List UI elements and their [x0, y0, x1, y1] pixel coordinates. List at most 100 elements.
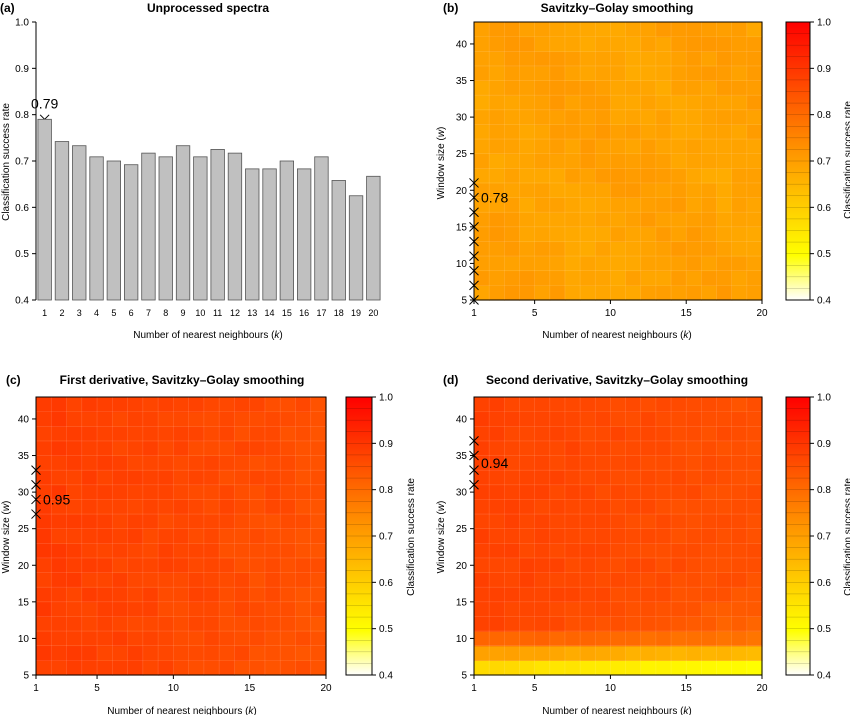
bar-14: [262, 168, 277, 301]
heatmap-cell: [701, 212, 718, 228]
best-marker-d: [469, 436, 479, 446]
heatmap-cell: [489, 455, 505, 471]
heatmap-cell: [534, 226, 551, 243]
y-tick-label-d: 20: [456, 561, 468, 572]
heatmap-cell: [173, 411, 190, 427]
heatmap-cell: [219, 397, 236, 413]
y-tick-label-a: 0.6: [15, 203, 29, 214]
heatmap-cell: [280, 557, 297, 574]
heatmap-cell: [519, 660, 536, 676]
y-tick-label-c: 40: [18, 414, 30, 425]
heatmap-cell: [534, 645, 551, 661]
colorbar-gradient-d: [785, 396, 811, 676]
heatmap-cell: [504, 660, 521, 676]
heatmap-cell: [519, 484, 536, 501]
heatmap-cell: [701, 80, 718, 96]
y-tick-label-c: 25: [18, 524, 30, 535]
heatmap-cell: [310, 455, 327, 471]
heatmap-cell: [264, 514, 281, 530]
heatmap-cell: [746, 470, 763, 486]
heatmap-cell: [671, 616, 687, 632]
heatmap-cell: [142, 616, 159, 632]
heatmap-cell: [671, 226, 687, 243]
heatmap-cell: [595, 484, 612, 501]
heatmap-cell: [716, 543, 733, 559]
heatmap-cell: [264, 631, 281, 647]
heatmap-cell: [519, 440, 536, 457]
colorbar-tick-label-b: 0.4: [817, 296, 831, 307]
heatmap-cell: [142, 601, 159, 618]
heatmap-cell: [97, 514, 113, 530]
heatmap-cell: [625, 80, 642, 96]
heatmap-cell: [234, 514, 251, 530]
heatmap-cell: [549, 36, 566, 52]
heatmap-cell: [671, 455, 687, 471]
heatmap-cell: [731, 440, 748, 457]
heatmap-cell: [746, 36, 763, 52]
heatmap-cell: [36, 557, 52, 574]
heatmap-cell: [112, 528, 129, 544]
heatmap-cell: [112, 455, 129, 471]
x-tick-label-a: 1: [42, 308, 47, 318]
heatmap-cell: [549, 139, 566, 155]
heatmap-cell: [142, 587, 159, 603]
heatmap-cell: [280, 440, 297, 457]
heatmap-cell: [716, 572, 733, 588]
colorbar-tick-label-c: 0.8: [379, 485, 393, 496]
heatmap-cell: [610, 65, 627, 82]
heatmap-cell: [549, 226, 566, 243]
heatmap-cell: [731, 601, 748, 618]
heatmap-cell: [295, 645, 312, 661]
heatmap-cell: [716, 212, 733, 228]
heatmap-cell: [701, 226, 718, 243]
y-tick-label-d: 30: [456, 488, 468, 499]
heatmap-cell: [158, 470, 174, 486]
heatmap-cell: [746, 514, 763, 530]
panel-b: (b) Savitzky–Golay smoothing 1 5 10 15 20510…: [436, 1, 850, 341]
heatmap-cell: [51, 514, 68, 530]
heatmap-cell: [519, 572, 536, 588]
heatmap-cell: [264, 470, 281, 486]
heatmap-cell: [671, 124, 687, 140]
heatmap-cell: [716, 455, 733, 471]
heatmap-cell: [655, 645, 672, 661]
heatmap-cell: [595, 139, 612, 155]
heatmap-cell: [746, 109, 763, 126]
heatmap-cell: [158, 601, 174, 618]
heatmap-cell: [519, 212, 536, 228]
heatmap-cell: [112, 557, 129, 574]
bar-19: [348, 195, 364, 301]
heatmap-cell: [280, 484, 297, 501]
heatmap-cell: [519, 124, 536, 140]
heatmap-cell: [173, 645, 190, 661]
heatmap-cell: [474, 80, 490, 96]
heatmap-cell: [158, 572, 174, 588]
heatmap-cell: [640, 212, 657, 228]
heatmap-cell: [534, 557, 551, 574]
heatmap-cell: [489, 197, 505, 213]
panel-d: (d) Second derivative, Savitzky–Golay sm…: [436, 373, 850, 715]
y-tick-label-b: 5: [461, 296, 467, 307]
heatmap-cell: [701, 572, 718, 588]
heatmap-cell: [66, 426, 83, 442]
heatmap-cell: [489, 22, 505, 38]
heatmap-cell: [97, 543, 113, 559]
bar-12: [227, 152, 243, 301]
heatmap-cell: [595, 212, 612, 228]
heatmap-cell: [595, 455, 612, 471]
heatmap-cell: [746, 645, 763, 661]
heatmap-cell: [188, 440, 205, 457]
heatmap-cell: [671, 36, 687, 52]
heatmap-cell: [534, 182, 551, 199]
heatmap-cell: [81, 543, 98, 559]
heatmap-cell: [504, 499, 521, 515]
heatmap-cell: [280, 528, 297, 544]
heatmap-cell: [746, 168, 763, 184]
heatmap-cell: [519, 587, 536, 603]
heatmap-cell: [504, 285, 521, 301]
heatmap-cell: [534, 139, 551, 155]
heatmap-cell: [610, 153, 627, 169]
heatmap-cell: [686, 572, 702, 588]
heatmap-cell: [489, 572, 505, 588]
y-tick-label-c: 35: [18, 451, 30, 462]
